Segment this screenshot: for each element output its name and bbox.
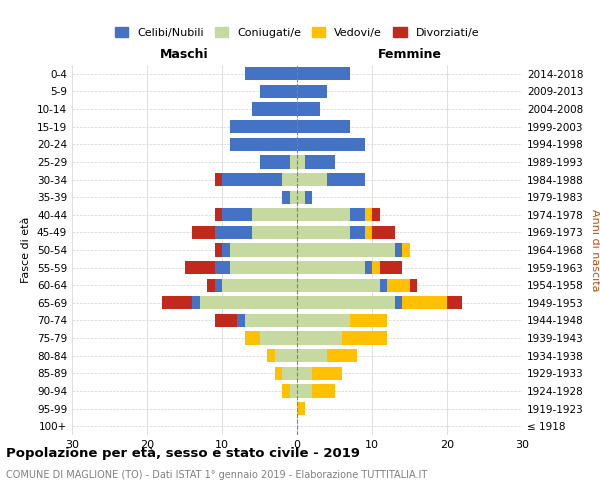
Bar <box>297 102 320 116</box>
Bar <box>252 208 297 222</box>
Bar <box>297 67 349 80</box>
Bar <box>222 244 229 256</box>
Bar <box>222 208 252 222</box>
Bar <box>282 384 290 398</box>
Bar <box>349 314 387 327</box>
Bar <box>402 296 447 310</box>
Bar <box>387 278 409 292</box>
Bar <box>215 244 222 256</box>
Bar <box>260 85 297 98</box>
Bar <box>215 208 222 222</box>
Bar <box>380 261 402 274</box>
Bar <box>290 156 297 168</box>
Bar <box>297 278 380 292</box>
Bar <box>297 244 395 256</box>
Text: Maschi: Maschi <box>160 48 209 60</box>
Bar <box>245 332 260 344</box>
Text: Popolazione per età, sesso e stato civile - 2019: Popolazione per età, sesso e stato civil… <box>6 448 360 460</box>
Bar <box>327 173 365 186</box>
Bar <box>215 261 229 274</box>
Bar <box>275 366 282 380</box>
Bar <box>297 190 305 204</box>
Bar <box>365 261 372 274</box>
Bar <box>282 173 297 186</box>
Bar <box>297 120 349 134</box>
Bar <box>297 296 395 310</box>
Bar <box>297 156 305 168</box>
Bar <box>297 332 342 344</box>
Bar <box>297 173 327 186</box>
Bar <box>365 226 372 239</box>
Y-axis label: Fasce di età: Fasce di età <box>22 217 31 283</box>
Text: Femmine: Femmine <box>377 48 442 60</box>
Bar <box>380 278 387 292</box>
Bar <box>297 226 349 239</box>
Bar <box>297 261 365 274</box>
Bar <box>290 190 297 204</box>
Bar <box>229 120 297 134</box>
Bar <box>215 226 252 239</box>
Bar <box>260 156 290 168</box>
Bar <box>297 384 312 398</box>
Bar <box>395 296 402 310</box>
Bar <box>215 173 222 186</box>
Bar <box>229 261 297 274</box>
Bar <box>312 366 342 380</box>
Bar <box>297 208 349 222</box>
Bar <box>342 332 387 344</box>
Bar <box>252 226 297 239</box>
Bar <box>305 156 335 168</box>
Bar <box>372 261 380 274</box>
Bar <box>297 366 312 380</box>
Bar <box>365 208 372 222</box>
Bar <box>290 384 297 398</box>
Bar <box>245 67 297 80</box>
Text: COMUNE DI MAGLIONE (TO) - Dati ISTAT 1° gennaio 2019 - Elaborazione TUTTITALIA.I: COMUNE DI MAGLIONE (TO) - Dati ISTAT 1° … <box>6 470 427 480</box>
Bar <box>275 349 297 362</box>
Bar <box>192 296 199 310</box>
Bar <box>207 278 215 292</box>
Bar <box>222 278 297 292</box>
Bar <box>372 226 395 239</box>
Bar <box>297 402 305 415</box>
Bar <box>215 314 237 327</box>
Bar <box>372 208 380 222</box>
Bar <box>192 226 215 239</box>
Bar <box>349 208 365 222</box>
Bar <box>260 332 297 344</box>
Bar <box>162 296 192 310</box>
Bar <box>245 314 297 327</box>
Bar <box>252 102 297 116</box>
Bar <box>349 226 365 239</box>
Bar <box>267 349 275 362</box>
Bar <box>402 244 409 256</box>
Y-axis label: Anni di nascita: Anni di nascita <box>590 209 600 291</box>
Bar <box>282 190 290 204</box>
Legend: Celibi/Nubili, Coniugati/e, Vedovi/e, Divorziati/e: Celibi/Nubili, Coniugati/e, Vedovi/e, Di… <box>110 22 484 42</box>
Bar <box>312 384 335 398</box>
Bar <box>229 244 297 256</box>
Bar <box>409 278 417 292</box>
Bar <box>305 190 312 204</box>
Bar <box>297 349 327 362</box>
Bar <box>297 314 349 327</box>
Bar <box>282 366 297 380</box>
Bar <box>327 349 357 362</box>
Bar <box>395 244 402 256</box>
Bar <box>199 296 297 310</box>
Bar <box>229 138 297 151</box>
Bar <box>215 278 222 292</box>
Bar <box>447 296 462 310</box>
Bar <box>185 261 215 274</box>
Bar <box>297 85 327 98</box>
Bar <box>297 138 365 151</box>
Bar <box>222 173 282 186</box>
Bar <box>237 314 245 327</box>
